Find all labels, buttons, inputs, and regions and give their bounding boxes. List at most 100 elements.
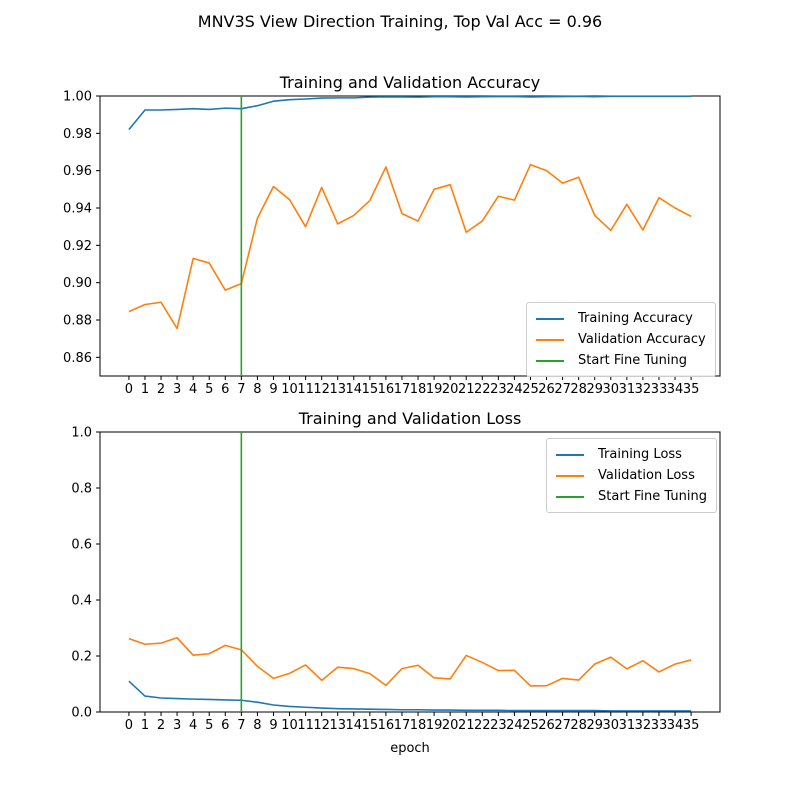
- loss-x-tick-label: 34: [667, 718, 684, 733]
- acc-x-tick-label: 15: [362, 382, 379, 397]
- loss-x-tick-label: 22: [474, 718, 491, 733]
- loss-x-tick-label: 10: [281, 718, 298, 733]
- legend-swatch-start-fine-tuning-loss: [556, 495, 584, 498]
- loss-x-tick-label: 20: [442, 718, 459, 733]
- acc-x-tick-label: 5: [205, 382, 213, 397]
- acc-x-tick-label: 2: [157, 382, 165, 397]
- acc-x-tick-label: 6: [221, 382, 229, 397]
- loss-x-tick-label: 17: [394, 718, 411, 733]
- acc-x-tick-label: 35: [683, 382, 700, 397]
- acc-x-tick-label: 20: [442, 382, 459, 397]
- legend-swatch-start-fine-tuning-acc: [536, 359, 564, 362]
- loss-x-tick-label: 27: [554, 718, 571, 733]
- acc-y-tick-label: 0.98: [63, 127, 92, 142]
- loss-y-tick-label: 1.0: [71, 426, 92, 441]
- acc-x-tick-label: 4: [189, 382, 197, 397]
- acc-x-tick-label: 14: [346, 382, 363, 397]
- loss-x-tick-label: 14: [346, 718, 363, 733]
- loss-x-tick-label: 28: [570, 718, 587, 733]
- loss-x-tick-label: 18: [410, 718, 427, 733]
- acc-x-tick-label: 31: [619, 382, 636, 397]
- legend-item-validation-accuracy: Validation Accuracy: [536, 329, 706, 350]
- loss-x-tick-label: 15: [362, 718, 379, 733]
- loss-legend: Training Loss Validation Loss Start Fine…: [546, 438, 717, 513]
- acc-x-tick-label: 25: [522, 382, 539, 397]
- legend-label-training-loss: Training Loss: [598, 447, 682, 462]
- acc-y-tick-label: 0.90: [63, 276, 92, 291]
- acc-x-tick-label: 17: [394, 382, 411, 397]
- loss-x-tick-label: 9: [269, 718, 277, 733]
- loss-x-tick-label: 16: [378, 718, 395, 733]
- acc-x-tick-label: 18: [410, 382, 427, 397]
- acc-x-tick-label: 8: [253, 382, 261, 397]
- legend-label-start-fine-tuning-acc: Start Fine Tuning: [578, 353, 687, 368]
- acc-y-tick-label: 0.92: [63, 239, 92, 254]
- loss-y-tick-label: 0.0: [71, 706, 92, 721]
- loss-x-tick-label: 29: [586, 718, 603, 733]
- loss-x-tick-label: 23: [490, 718, 507, 733]
- acc-x-tick-label: 34: [667, 382, 684, 397]
- acc-x-tick-label: 24: [506, 382, 523, 397]
- acc-x-tick-label: 11: [297, 382, 314, 397]
- loss-x-tick-label: 1: [141, 718, 149, 733]
- acc-x-tick-label: 23: [490, 382, 507, 397]
- legend-item-training-loss: Training Loss: [556, 444, 707, 465]
- acc-x-tick-label: 22: [474, 382, 491, 397]
- loss-y-tick-label: 0.2: [71, 650, 92, 665]
- legend-item-validation-loss: Validation Loss: [556, 465, 707, 486]
- loss-x-tick-label: 2: [157, 718, 165, 733]
- accuracy-legend: Training Accuracy Validation Accuracy St…: [526, 302, 716, 377]
- acc-y-tick-label: 1.00: [63, 90, 92, 105]
- acc-y-tick-label: 0.86: [63, 351, 92, 366]
- acc-y-tick-label: 0.88: [63, 314, 92, 329]
- legend-label-validation-accuracy: Validation Accuracy: [578, 332, 706, 347]
- legend-item-start-fine-tuning-loss: Start Fine Tuning: [556, 486, 707, 507]
- legend-swatch-training-accuracy: [536, 317, 564, 320]
- loss-x-tick-label: 24: [506, 718, 523, 733]
- acc-x-tick-label: 21: [458, 382, 475, 397]
- loss-y-tick-label: 0.8: [71, 482, 92, 497]
- acc-y-tick-label: 0.96: [63, 164, 92, 179]
- loss-x-tick-label: 33: [651, 718, 668, 733]
- acc-x-tick-label: 19: [426, 382, 443, 397]
- loss-x-tick-label: 35: [683, 718, 700, 733]
- acc-x-tick-label: 30: [603, 382, 620, 397]
- loss-x-tick-label: 6: [221, 718, 229, 733]
- loss-x-tick-label: 12: [313, 718, 330, 733]
- acc-x-tick-label: 27: [554, 382, 571, 397]
- loss-x-tick-label: 32: [635, 718, 652, 733]
- acc-x-tick-label: 3: [173, 382, 181, 397]
- loss-x-tick-label: 26: [538, 718, 555, 733]
- acc-chart-title: Training and Validation Accuracy: [279, 73, 541, 92]
- legend-swatch-training-loss: [556, 453, 584, 456]
- legend-item-start-fine-tuning-acc: Start Fine Tuning: [536, 350, 706, 371]
- acc-x-tick-label: 0: [125, 382, 133, 397]
- acc-series-training-line: [128, 95, 692, 131]
- loss-chart-title: Training and Validation Loss: [298, 409, 522, 428]
- loss-x-tick-label: 30: [603, 718, 620, 733]
- legend-item-training-accuracy: Training Accuracy: [536, 308, 706, 329]
- loss-x-tick-label: 21: [458, 718, 475, 733]
- acc-y-tick-label: 0.94: [63, 202, 92, 217]
- loss-x-tick-label: 13: [329, 718, 346, 733]
- acc-x-tick-label: 28: [570, 382, 587, 397]
- acc-x-tick-label: 32: [635, 382, 652, 397]
- acc-x-tick-label: 26: [538, 382, 555, 397]
- acc-x-tick-label: 16: [378, 382, 395, 397]
- loss-x-tick-label: 7: [237, 718, 245, 733]
- legend-swatch-validation-loss: [556, 474, 584, 477]
- loss-series-validation-line: [128, 636, 692, 687]
- legend-label-training-accuracy: Training Accuracy: [578, 311, 693, 326]
- loss-x-tick-label: 19: [426, 718, 443, 733]
- acc-x-tick-label: 29: [586, 382, 603, 397]
- acc-x-tick-label: 10: [281, 382, 298, 397]
- loss-y-tick-label: 0.4: [71, 594, 92, 609]
- figure-suptitle: MNV3S View Direction Training, Top Val A…: [197, 12, 603, 31]
- loss-x-tick-label: 5: [205, 718, 213, 733]
- loss-x-tick-label: 4: [189, 718, 197, 733]
- loss-x-tick-label: 0: [125, 718, 133, 733]
- loss-x-tick-label: 25: [522, 718, 539, 733]
- loss-x-tick-label: 3: [173, 718, 181, 733]
